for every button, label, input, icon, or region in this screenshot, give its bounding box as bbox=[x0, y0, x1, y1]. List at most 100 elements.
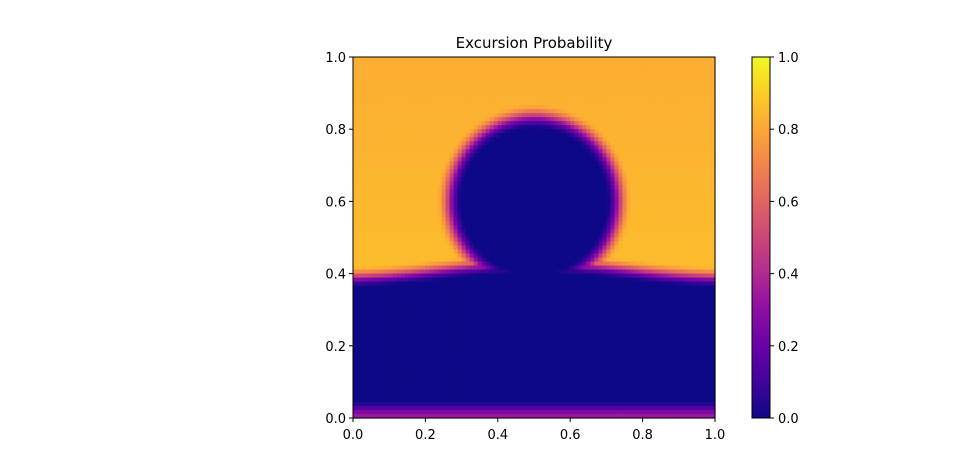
heatmap-cell bbox=[353, 77, 358, 82]
heatmap-cell bbox=[546, 197, 551, 202]
heatmap-cell bbox=[385, 173, 390, 178]
heatmap-cell bbox=[489, 165, 495, 170]
heatmap-cell bbox=[353, 221, 358, 227]
heatmap-cell bbox=[365, 105, 370, 110]
heatmap-cell bbox=[678, 257, 684, 263]
heatmap-cell bbox=[453, 205, 459, 211]
heatmap-cell bbox=[678, 161, 684, 166]
heatmap-cell bbox=[578, 205, 583, 211]
heatmap-cell bbox=[578, 193, 583, 198]
heatmap-cell bbox=[610, 105, 616, 110]
heatmap-cell bbox=[618, 93, 624, 98]
heatmap-cell bbox=[550, 257, 555, 263]
heatmap-cell bbox=[405, 161, 410, 166]
heatmap-cell bbox=[521, 261, 527, 267]
heatmap-cell bbox=[473, 81, 479, 86]
heatmap-cell bbox=[401, 249, 406, 255]
heatmap-cell bbox=[429, 113, 435, 118]
heatmap-cell bbox=[469, 145, 475, 150]
heatmap-cell bbox=[634, 89, 640, 94]
heatmap-cell bbox=[473, 277, 479, 283]
heatmap-cell bbox=[429, 221, 435, 227]
heatmap-cell bbox=[582, 109, 587, 114]
heatmap-cell bbox=[602, 189, 607, 194]
heatmap-cell bbox=[417, 265, 422, 271]
heatmap-cell bbox=[610, 89, 616, 94]
heatmap-cell bbox=[445, 117, 451, 122]
heatmap-cell bbox=[373, 277, 378, 283]
heatmap-cell bbox=[598, 225, 603, 231]
heatmap-cell bbox=[694, 273, 700, 279]
heatmap-cell bbox=[357, 185, 362, 190]
heatmap-cell bbox=[578, 173, 583, 178]
heatmap-cell bbox=[513, 89, 519, 94]
heatmap-cell bbox=[562, 85, 567, 90]
heatmap-cell bbox=[457, 261, 463, 267]
heatmap-cell bbox=[626, 245, 632, 251]
heatmap-cell bbox=[658, 249, 664, 255]
heatmap-cell bbox=[457, 185, 463, 190]
heatmap-cell bbox=[638, 57, 644, 62]
heatmap-cell bbox=[353, 257, 358, 263]
heatmap-cell bbox=[445, 129, 451, 134]
heatmap-cell bbox=[501, 173, 507, 178]
heatmap-cell bbox=[369, 105, 374, 110]
heatmap-cell bbox=[650, 145, 656, 150]
heatmap-cell bbox=[425, 189, 431, 194]
heatmap-cell bbox=[558, 233, 563, 239]
heatmap-cell bbox=[401, 85, 406, 90]
heatmap-cell bbox=[590, 77, 595, 82]
heatmap-cell bbox=[433, 69, 439, 74]
heatmap-cell bbox=[525, 177, 531, 182]
heatmap-cell bbox=[666, 169, 672, 174]
heatmap-cell bbox=[409, 117, 414, 122]
heatmap-cell bbox=[646, 225, 652, 231]
heatmap-cell bbox=[397, 57, 402, 62]
heatmap-cell bbox=[417, 221, 422, 227]
heatmap-cell bbox=[429, 257, 435, 263]
heatmap-cell bbox=[365, 249, 370, 255]
heatmap-cell bbox=[389, 93, 394, 98]
heatmap-cell bbox=[666, 57, 672, 62]
heatmap-cell bbox=[682, 169, 688, 174]
heatmap-cell bbox=[682, 185, 688, 190]
heatmap-cell bbox=[650, 181, 656, 186]
heatmap-cell bbox=[642, 257, 648, 263]
heatmap-cell bbox=[618, 181, 624, 186]
heatmap-cell bbox=[481, 117, 487, 122]
heatmap-cell bbox=[361, 125, 366, 130]
heatmap-cell bbox=[445, 277, 451, 283]
heatmap-cell bbox=[694, 245, 700, 251]
heatmap-cell bbox=[586, 121, 591, 126]
heatmap-cell bbox=[353, 65, 358, 70]
heatmap-cell bbox=[646, 229, 652, 235]
heatmap-cell bbox=[413, 109, 418, 114]
heatmap-cell bbox=[658, 149, 664, 154]
heatmap-cell bbox=[477, 117, 483, 122]
heatmap-cell bbox=[546, 273, 551, 279]
heatmap-cell bbox=[481, 113, 487, 118]
heatmap-cell bbox=[433, 117, 439, 122]
heatmap-cell bbox=[477, 149, 483, 154]
heatmap-cell bbox=[445, 81, 451, 86]
heatmap-cell bbox=[529, 105, 535, 110]
heatmap-cell bbox=[465, 137, 471, 142]
heatmap-cell bbox=[630, 129, 636, 134]
heatmap-cell bbox=[678, 109, 684, 114]
heatmap-cell bbox=[598, 245, 603, 251]
heatmap-cell bbox=[461, 241, 467, 247]
heatmap-cell bbox=[646, 141, 652, 146]
heatmap-cell bbox=[397, 145, 402, 150]
heatmap-cell bbox=[489, 77, 495, 82]
heatmap-cell bbox=[626, 169, 632, 174]
heatmap-cell bbox=[642, 193, 648, 198]
heatmap-cell bbox=[493, 121, 499, 126]
heatmap-cell bbox=[630, 85, 636, 90]
heatmap-cell bbox=[353, 253, 358, 259]
heatmap-cell bbox=[525, 93, 531, 98]
heatmap-cell bbox=[642, 93, 648, 98]
heatmap-cell bbox=[686, 269, 692, 275]
heatmap-cell bbox=[542, 209, 547, 215]
heatmap-cell bbox=[441, 133, 447, 138]
heatmap-cell bbox=[461, 185, 467, 190]
